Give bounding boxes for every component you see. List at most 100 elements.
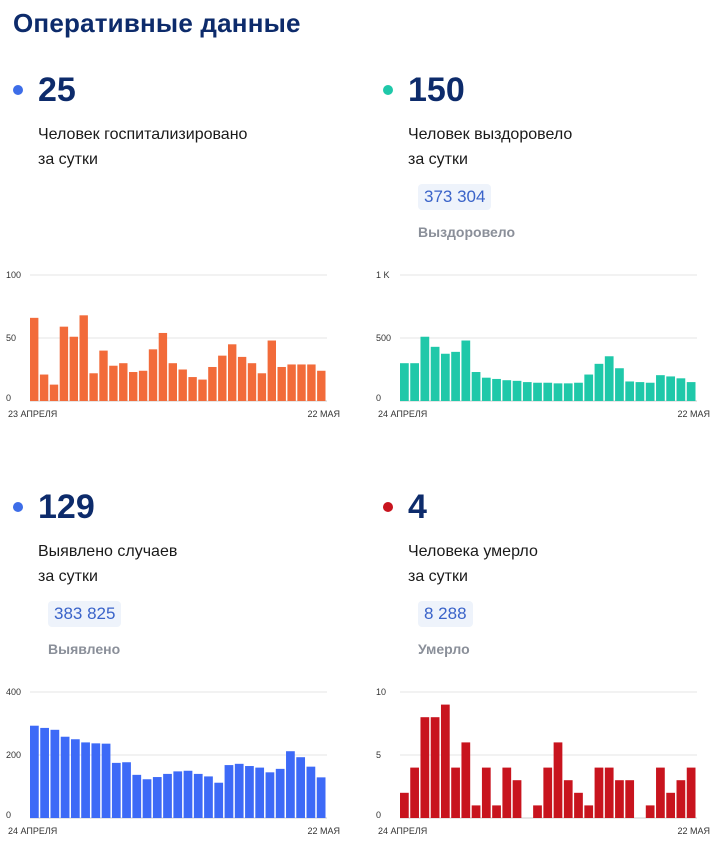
bar xyxy=(129,372,138,401)
deaths-panel: 4 Человека умерло за сутки 8 288 Умерло … xyxy=(370,487,715,863)
y-tick-label: 400 xyxy=(6,687,21,697)
bar xyxy=(481,767,491,818)
bar xyxy=(234,763,244,818)
bar xyxy=(89,373,98,401)
cases-panel: 129 Выявлено случаев за сутки 383 825 Вы… xyxy=(0,487,345,863)
bar xyxy=(400,363,409,401)
bar xyxy=(430,346,440,401)
bar xyxy=(30,317,39,401)
bar xyxy=(553,742,563,818)
bar xyxy=(101,743,111,818)
bar xyxy=(81,742,90,818)
bar xyxy=(173,771,183,818)
bar xyxy=(481,377,491,401)
cases-label-line2: за сутки xyxy=(38,568,98,585)
bar xyxy=(553,383,563,401)
bar xyxy=(430,717,440,818)
deaths-chart: 0 5 10 24 АПРЕЛЯ 22 МАЯ xyxy=(376,687,710,836)
bar xyxy=(574,792,583,818)
bar xyxy=(584,374,594,401)
cases-total-caption: Выявлено xyxy=(48,641,121,657)
bar xyxy=(400,792,409,818)
bar xyxy=(237,356,247,401)
y-tick-label: 0 xyxy=(376,810,381,820)
bar xyxy=(178,369,187,401)
bar xyxy=(686,767,696,818)
bar xyxy=(471,372,481,401)
bar xyxy=(148,349,158,401)
bar xyxy=(158,332,168,401)
cases-label-line1: Выявлено случаев xyxy=(38,543,178,560)
y-tick-label: 5 xyxy=(376,750,381,760)
bar xyxy=(257,373,267,401)
x-end-label: 22 МАЯ xyxy=(677,409,710,419)
bar xyxy=(615,780,624,818)
hospitalized-value: 25 xyxy=(38,71,76,109)
bar xyxy=(440,704,450,818)
bar xyxy=(307,364,316,401)
bar xyxy=(563,383,573,401)
cases-label: Выявлено случаев за сутки xyxy=(38,539,318,589)
bar xyxy=(218,355,227,401)
bar xyxy=(142,779,152,818)
bar xyxy=(615,368,624,401)
bar xyxy=(265,772,275,818)
bar xyxy=(188,377,197,401)
bar xyxy=(122,762,131,818)
bar xyxy=(39,374,49,401)
bar xyxy=(656,767,665,818)
bar xyxy=(255,767,265,818)
recovered-total: 373 304 xyxy=(418,184,492,210)
bar xyxy=(492,378,501,401)
bar xyxy=(91,743,101,818)
bar xyxy=(686,382,696,401)
bar xyxy=(492,805,501,818)
recovered-label: Человек выздоровело за сутки xyxy=(408,122,688,172)
bar xyxy=(502,380,512,401)
bar xyxy=(132,774,142,818)
bar xyxy=(204,776,213,818)
bar xyxy=(512,380,522,401)
bar xyxy=(267,340,276,401)
y-tick-label: 0 xyxy=(6,810,11,820)
bar xyxy=(109,365,118,401)
y-tick-label: 200 xyxy=(6,750,21,760)
bar xyxy=(168,363,177,401)
bar xyxy=(461,742,471,818)
bar xyxy=(99,350,108,401)
bar xyxy=(594,363,604,401)
x-end-label: 22 МАЯ xyxy=(307,826,340,836)
bar xyxy=(563,780,573,818)
bar xyxy=(119,363,128,401)
bar xyxy=(198,379,207,401)
bar xyxy=(193,773,203,818)
bar xyxy=(410,767,419,818)
bar xyxy=(604,767,614,818)
deaths-label: Человека умерло за сутки xyxy=(408,539,688,589)
bar xyxy=(228,344,237,401)
bar xyxy=(297,364,306,401)
bar xyxy=(214,782,224,818)
x-start-label: 24 АПРЕЛЯ xyxy=(378,826,427,836)
deaths-label-line1: Человека умерло xyxy=(408,543,538,560)
hospitalized-panel: 25 Человек госпитализировано за сутки 0 5… xyxy=(0,70,345,470)
hospitalized-label-line2: за сутки xyxy=(38,151,98,168)
bar xyxy=(296,757,306,818)
bar xyxy=(666,792,676,818)
bar xyxy=(604,356,614,401)
y-tick-label: 1 K xyxy=(376,270,390,280)
bar xyxy=(471,805,481,818)
hospitalized-dot xyxy=(13,85,23,95)
deaths-total-caption: Умерло xyxy=(418,641,470,657)
bar xyxy=(59,326,69,401)
deaths-dot xyxy=(383,502,393,512)
bar xyxy=(277,366,286,401)
bar xyxy=(635,382,645,401)
bar xyxy=(645,805,655,818)
recovered-label-line1: Человек выздоровело xyxy=(408,126,573,143)
bar xyxy=(208,366,217,401)
hospitalized-chart: 0 50 100 23 АПРЕЛЯ 22 МАЯ xyxy=(6,270,340,419)
y-tick-label: 50 xyxy=(6,333,16,343)
bar xyxy=(69,336,78,401)
deaths-value: 4 xyxy=(408,488,427,526)
